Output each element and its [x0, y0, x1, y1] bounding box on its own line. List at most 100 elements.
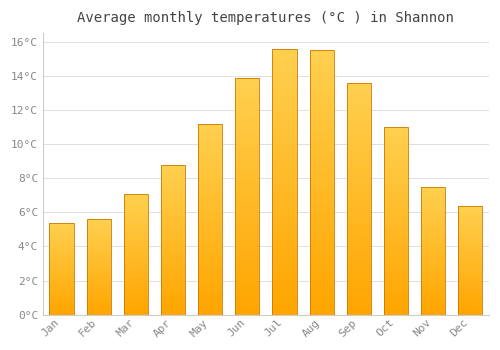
- Bar: [236, 213, 260, 215]
- Bar: [347, 136, 371, 138]
- Bar: [50, 245, 74, 246]
- Bar: [236, 293, 260, 296]
- Bar: [236, 270, 260, 272]
- Bar: [421, 187, 445, 188]
- Bar: [50, 239, 74, 240]
- Bar: [347, 196, 371, 199]
- Bar: [124, 240, 148, 241]
- Bar: [161, 247, 185, 248]
- Bar: [50, 278, 74, 279]
- Bar: [236, 308, 260, 310]
- Bar: [50, 309, 74, 310]
- Bar: [458, 211, 482, 212]
- Bar: [124, 230, 148, 231]
- Bar: [198, 175, 222, 177]
- Bar: [272, 59, 296, 62]
- Bar: [198, 172, 222, 173]
- Bar: [161, 297, 185, 298]
- Bar: [384, 258, 408, 260]
- Bar: [161, 295, 185, 297]
- Bar: [384, 292, 408, 294]
- Bar: [384, 264, 408, 266]
- Bar: [124, 305, 148, 306]
- Bar: [272, 219, 296, 222]
- Bar: [198, 248, 222, 250]
- Bar: [421, 288, 445, 289]
- Bar: [310, 291, 334, 294]
- Bar: [310, 185, 334, 188]
- Bar: [86, 233, 111, 235]
- Bar: [458, 266, 482, 267]
- Bar: [384, 159, 408, 161]
- Bar: [458, 243, 482, 244]
- Bar: [124, 257, 148, 258]
- Bar: [347, 111, 371, 113]
- Bar: [310, 122, 334, 124]
- Bar: [161, 232, 185, 234]
- Bar: [347, 155, 371, 157]
- Bar: [347, 83, 371, 85]
- Bar: [421, 250, 445, 251]
- Bar: [198, 211, 222, 214]
- Bar: [50, 284, 74, 285]
- Bar: [458, 245, 482, 246]
- Bar: [272, 171, 296, 174]
- Bar: [310, 50, 334, 315]
- Bar: [86, 246, 111, 247]
- Bar: [236, 258, 260, 260]
- Bar: [50, 307, 74, 308]
- Bar: [384, 245, 408, 247]
- Bar: [86, 242, 111, 243]
- Bar: [458, 215, 482, 216]
- Bar: [421, 244, 445, 246]
- Bar: [384, 275, 408, 277]
- Bar: [124, 266, 148, 267]
- Bar: [86, 253, 111, 254]
- Bar: [161, 175, 185, 177]
- Bar: [347, 229, 371, 231]
- Bar: [236, 291, 260, 293]
- Bar: [161, 181, 185, 183]
- Bar: [124, 309, 148, 310]
- Bar: [124, 253, 148, 254]
- Bar: [384, 191, 408, 193]
- Bar: [310, 225, 334, 228]
- Bar: [124, 231, 148, 232]
- Bar: [161, 190, 185, 191]
- Bar: [124, 194, 148, 195]
- Bar: [124, 301, 148, 303]
- Bar: [347, 178, 371, 180]
- Bar: [458, 288, 482, 289]
- Bar: [458, 210, 482, 211]
- Bar: [236, 177, 260, 180]
- Bar: [384, 176, 408, 178]
- Bar: [347, 108, 371, 111]
- Bar: [310, 180, 334, 182]
- Bar: [310, 58, 334, 61]
- Bar: [458, 212, 482, 213]
- Bar: [86, 240, 111, 241]
- Bar: [50, 293, 74, 294]
- Bar: [124, 212, 148, 213]
- Bar: [86, 244, 111, 245]
- Bar: [198, 267, 222, 269]
- Bar: [272, 166, 296, 168]
- Bar: [198, 305, 222, 307]
- Bar: [272, 214, 296, 216]
- Bar: [272, 139, 296, 142]
- Bar: [236, 144, 260, 146]
- Bar: [236, 175, 260, 177]
- Bar: [236, 78, 260, 315]
- Bar: [124, 211, 148, 212]
- Bar: [86, 228, 111, 229]
- Bar: [384, 281, 408, 283]
- Bar: [198, 154, 222, 156]
- Bar: [86, 303, 111, 304]
- Bar: [272, 272, 296, 275]
- Bar: [50, 244, 74, 245]
- Bar: [124, 304, 148, 305]
- Bar: [161, 240, 185, 241]
- Bar: [198, 246, 222, 248]
- Bar: [161, 164, 185, 166]
- Bar: [161, 255, 185, 256]
